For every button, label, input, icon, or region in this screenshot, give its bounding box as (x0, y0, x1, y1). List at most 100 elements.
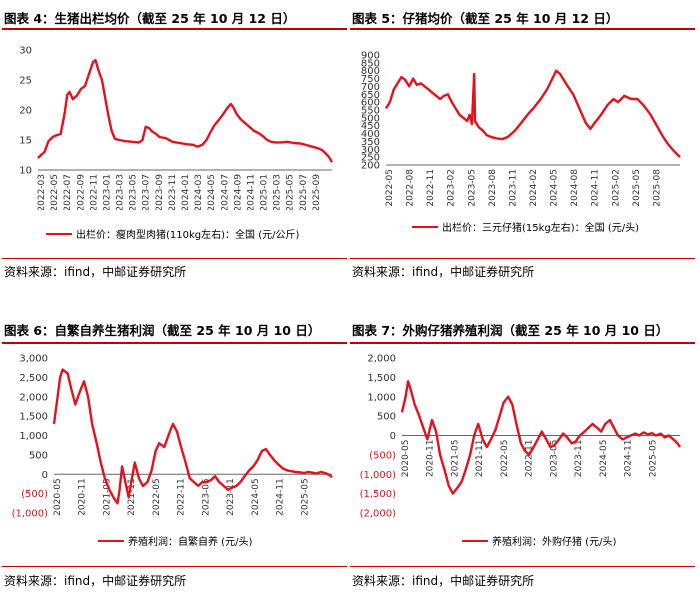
series-line (37, 59, 334, 163)
y-tick-label: 750 (361, 74, 380, 85)
y-tick-label: (1,000) (360, 470, 397, 481)
x-tick-label: 2023-05 (467, 169, 477, 207)
x-tick-label: 2023-11 (168, 174, 178, 210)
legend-swatch (412, 225, 438, 228)
x-tick-label: 2022-11 (525, 440, 535, 478)
x-tick-label: 2023-01 (102, 174, 112, 210)
x-tick-label: 2022-09 (76, 174, 86, 210)
y-tick-label: 1,500 (367, 373, 396, 384)
x-tick-label: 2024-02 (529, 169, 539, 207)
x-tick-label: 2025-09 (312, 174, 322, 210)
x-tick-label: 2024-05 (207, 174, 217, 210)
chart-purchased-piglet-profit: (2,000) (1,500) (1,000) (500) 0 500 1,000 1,500… (350, 350, 690, 530)
y-tick-label: 700 (361, 82, 380, 93)
series-line (52, 368, 333, 505)
source-rule (2, 258, 347, 259)
y-tick-label: 25 (19, 76, 32, 87)
panel-title: 图表 6：自繁自养生猪利润（截至 25 年 10 月 10 日） (4, 323, 321, 338)
x-tick-label: 2023-03 (116, 174, 126, 210)
title-rule (350, 28, 695, 30)
y-tick-label: 350 (361, 137, 380, 148)
source-note: 资料来源：ifind，中邮证券研究所 (4, 265, 187, 279)
x-tick-label: 2025-05 (648, 440, 658, 478)
x-tick-label: 2024-05 (599, 440, 609, 478)
y-tick-label: 500 (29, 450, 48, 461)
y-tick-label: (1,500) (360, 489, 397, 500)
x-tick-label: 2023-11 (508, 169, 518, 207)
y-tick-label: 0 (42, 470, 48, 481)
y-tick-label: 650 (361, 90, 380, 101)
x-tick-label: 2023-05 (129, 174, 139, 210)
title-rule (350, 342, 695, 344)
legend-swatch (46, 232, 72, 235)
x-tick-label: 2021-11 (475, 440, 485, 478)
legend-label: 养殖利润：自繁自养 (元/头) (128, 537, 253, 548)
source-rule (350, 566, 695, 567)
x-tick-label: 2021-11 (127, 478, 137, 516)
y-tick-label: (2,000) (360, 509, 397, 520)
x-tick-label: 2023-07 (142, 174, 152, 210)
chart-svg: 2002503003504004505005506006507007508008… (361, 51, 681, 207)
x-tick-label: 2025-05 (286, 174, 296, 210)
x-tick-label: 2025-07 (299, 174, 309, 210)
y-tick-label: 2,000 (367, 354, 396, 365)
source-note: 资料来源：ifind，中邮证券研究所 (352, 574, 535, 588)
x-tick-label: 2022-03 (37, 174, 47, 210)
y-tick-label: (500) (21, 489, 48, 500)
x-tick-label: 2025-05 (632, 169, 642, 207)
x-tick-label: 2022-11 (426, 169, 436, 207)
chart-svg: (1,000) (500) 0 500 1,000 1,500 2,000 2,500 3,00… (12, 354, 333, 520)
y-tick-label: 600 (361, 98, 380, 109)
y-tick-label: 1,000 (19, 431, 48, 442)
legend-label: 出栏价：三元仔猪(15kg左右)：全国 (元/头) (442, 223, 640, 234)
x-tick-label: 2022-05 (152, 478, 162, 516)
source-rule (350, 258, 695, 259)
chart-piglet-price: 200 250 300 350 400 450 500 550 600 650 700 750 800 8… (350, 40, 690, 210)
x-tick-label: 2025-01 (260, 174, 270, 210)
title-rule (2, 342, 347, 344)
source-rule (2, 566, 347, 567)
y-tick-label: 400 (361, 129, 380, 140)
y-tick-label: 1,500 (19, 412, 48, 423)
y-tick-label: 900 (361, 51, 380, 62)
x-tick-label: 2022-05 (500, 440, 510, 478)
x-tick-label: 2024-07 (220, 174, 230, 210)
legend-swatch (98, 539, 124, 542)
y-tick-label: 450 (361, 121, 380, 132)
legend-label: 养殖利润：外购仔猪 (元/头) (492, 537, 617, 548)
x-tick-label: 2024-03 (194, 174, 204, 210)
y-tick-label: 500 (361, 113, 380, 124)
x-tick-label: 2024-01 (181, 174, 191, 210)
x-tick-label: 2022-05 (385, 169, 395, 207)
x-tick-label: 2021-05 (450, 440, 460, 478)
x-tick-label: 2020-05 (53, 478, 63, 516)
y-tick-label: (500) (369, 450, 396, 461)
x-tick-label: 2022-11 (177, 478, 187, 516)
panel-self-breeding-profit: 图表 6：自繁自养生猪利润（截至 25 年 10 月 10 日） (1,000)… (2, 312, 347, 595)
x-tick-label: 2024-05 (550, 169, 560, 207)
y-tick-label: 2,500 (19, 373, 48, 384)
x-tick-label: 2022-11 (89, 174, 99, 210)
x-tick-label: 2020-05 (401, 440, 411, 478)
x-tick-label: 2025-03 (273, 174, 283, 210)
panel-purchased-piglet-profit: 图表 7：外购仔猪养殖利润（截至 25 年 10 月 10 日） (2,000)… (350, 312, 695, 595)
chart-pig-price: 10 15 20 25 30 2022-03 2022-05 2022-07 2022-09 20… (2, 40, 342, 210)
legend-swatch (462, 539, 488, 542)
x-tick-label: 2023-08 (488, 169, 498, 207)
legend-label: 出栏价：瘦肉型肉猪(110kg左右)：全国 (元/公斤) (76, 230, 300, 241)
y-tick-label: 300 (361, 145, 380, 156)
chart-svg: (2,000) (1,500) (1,000) (500) 0 500 1,000 1,500… (360, 354, 682, 520)
title-rule (2, 28, 347, 30)
y-tick-label: (1,000) (12, 509, 49, 520)
series-line (384, 69, 681, 158)
x-tick-label: 2021-05 (102, 478, 112, 516)
panel-title: 图表 5：仔猪均价（截至 25 年 10 月 12 日） (352, 11, 619, 26)
chart-legend: 养殖利润：自繁自养 (元/头) (98, 533, 252, 548)
y-tick-label: 200 (361, 161, 380, 172)
x-tick-label: 2022-07 (63, 174, 73, 210)
panel-piglet-price: 图表 5：仔猪均价（截至 25 年 10 月 12 日） 200 250 300 35… (350, 0, 695, 290)
y-tick-label: 3,000 (19, 354, 48, 365)
x-tick-label: 2024-09 (233, 174, 243, 210)
y-tick-label: 15 (19, 136, 32, 147)
